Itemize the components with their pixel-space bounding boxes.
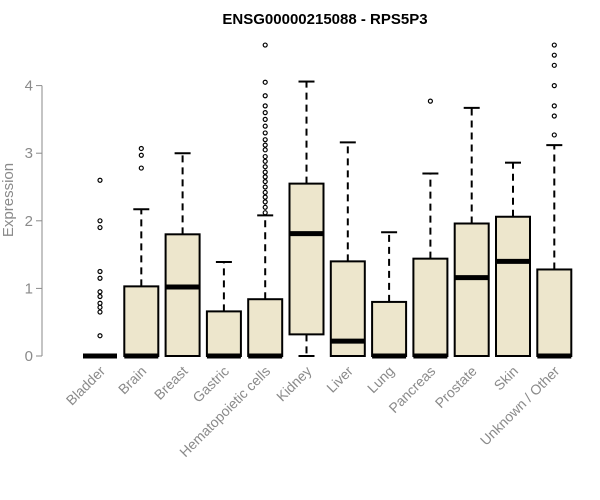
outlier-point [262, 164, 268, 170]
outlier-point [262, 194, 268, 200]
x-tick-label: Bladder [63, 363, 109, 409]
outlier-point [97, 275, 103, 281]
box-iqr [288, 182, 325, 336]
outlier-point [262, 110, 268, 116]
outlier-point [551, 62, 557, 68]
box-iqr [205, 310, 242, 358]
outlier-point [138, 145, 144, 152]
outlier-point [97, 224, 103, 231]
outlier-point [97, 289, 103, 295]
box-iqr [123, 285, 160, 358]
outlier-point [97, 293, 103, 300]
outlier-point [97, 268, 103, 275]
x-tick-label: Prostate [432, 363, 480, 411]
outlier-point [262, 93, 268, 99]
outlier-point [551, 82, 557, 89]
outlier-point [262, 199, 268, 205]
outlier-point [262, 123, 268, 129]
outlier-point [427, 98, 433, 104]
outlier-point [262, 79, 268, 85]
box-iqr [412, 257, 449, 358]
x-tick-label: Brain [115, 363, 149, 397]
box-iqr [247, 298, 284, 358]
outlier-point [97, 333, 103, 339]
y-tick-label: 4 [25, 78, 33, 95]
box-group [164, 152, 201, 358]
outlier-point [262, 137, 268, 143]
box-group [123, 145, 160, 359]
outlier-point [262, 153, 268, 160]
outlier-point [262, 147, 268, 153]
outlier-point [551, 52, 557, 58]
outlier-point [551, 42, 557, 48]
outlier-point [551, 113, 557, 119]
y-tick-label: 2 [25, 213, 33, 230]
x-tick-label: Liver [323, 363, 356, 396]
outlier-point [262, 158, 268, 164]
x-tick-label: Skin [491, 363, 522, 394]
outlier-point [262, 42, 268, 48]
outlier-point [262, 142, 268, 148]
y-axis-label: Expression [0, 163, 17, 237]
outlier-point [138, 152, 144, 158]
boxes-layer [83, 42, 573, 359]
outlier-point [551, 132, 557, 138]
outlier-point [262, 169, 268, 175]
box-group [247, 42, 284, 359]
box-iqr [371, 300, 408, 358]
outlier-point [97, 300, 103, 306]
box-group [83, 177, 117, 359]
outlier-point [138, 165, 144, 171]
outlier-point [262, 130, 268, 136]
x-tick-label: Breast [151, 363, 191, 403]
box-iqr [495, 215, 531, 357]
box-group [329, 141, 366, 357]
outlier-point [97, 309, 103, 315]
box-group [288, 80, 325, 357]
x-tick-label: Lung [364, 363, 397, 396]
outlier-point [97, 218, 103, 224]
outlier-point [262, 103, 268, 109]
box-iqr [453, 222, 490, 357]
outlier-point [551, 103, 557, 109]
outlier-point [262, 116, 268, 123]
box-group [371, 231, 408, 359]
box-group [453, 106, 490, 357]
box-iqr [536, 268, 573, 357]
box-group [495, 161, 531, 357]
outlier-point [262, 178, 268, 185]
outlier-point [262, 210, 268, 216]
outlier-point [262, 204, 268, 210]
chart-title: ENSG00000215088 - RPS5P3 [222, 11, 427, 28]
y-axis: 0 1 2 3 4 [25, 78, 43, 365]
box-iqr [164, 233, 201, 358]
y-tick-label: 1 [25, 280, 33, 297]
outlier-point [262, 189, 268, 196]
box-group [412, 98, 449, 359]
x-tick-label: Kidney [273, 363, 315, 405]
y-tick-label: 3 [25, 145, 33, 162]
box-group [205, 261, 242, 359]
outlier-point [262, 174, 268, 180]
box-group [536, 42, 573, 359]
y-tick-label: 0 [25, 348, 33, 365]
outlier-point [97, 304, 103, 310]
outlier-point [97, 177, 103, 183]
outlier-point [262, 184, 268, 190]
